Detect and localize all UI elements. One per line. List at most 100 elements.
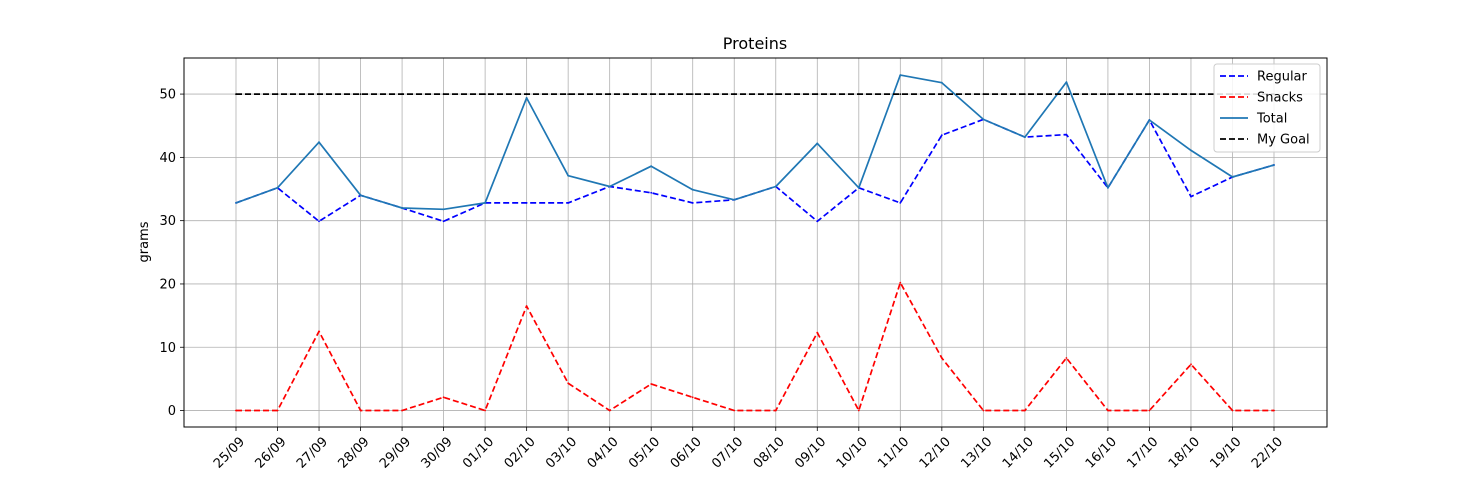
data-point (359, 93, 362, 95)
data-point (982, 93, 985, 95)
data-point (608, 185, 611, 188)
data-point (691, 396, 694, 399)
data-point (235, 409, 237, 412)
y-tick-label: 0 (168, 404, 176, 419)
legend: Regular Snacks Total My Goal (1213, 63, 1321, 153)
data-point (401, 207, 403, 209)
legend-item: Snacks (1220, 91, 1303, 106)
data-point (608, 409, 611, 412)
data-point (525, 93, 528, 95)
data-point (401, 93, 403, 95)
legend-label: Total (1256, 112, 1287, 127)
data-point (816, 220, 819, 223)
data-point (608, 93, 611, 95)
data-point (567, 174, 570, 177)
data-point (1107, 409, 1109, 412)
data-point (899, 281, 902, 284)
data-point (1148, 409, 1151, 412)
data-point (774, 93, 777, 95)
data-point (899, 74, 902, 76)
data-point (940, 93, 943, 95)
data-point (1273, 409, 1275, 412)
y-tick-label: 50 (159, 88, 176, 103)
data-point (276, 93, 279, 95)
data-point (484, 202, 486, 204)
data-point (899, 93, 902, 95)
data-point (1024, 93, 1026, 95)
data-point (1107, 186, 1109, 189)
data-point (857, 93, 860, 95)
legend-label: My Goal (1257, 133, 1310, 148)
data-point (816, 93, 819, 95)
data-point (857, 186, 860, 189)
legend-item: My Goal (1220, 133, 1310, 148)
data-point (276, 186, 279, 189)
data-point (1024, 409, 1026, 412)
data-point (691, 93, 694, 95)
y-tick-label: 40 (159, 151, 176, 166)
series-total (235, 74, 1275, 211)
data-point (442, 208, 445, 211)
data-point (1024, 136, 1026, 139)
data-point (401, 409, 403, 412)
series-line (236, 281, 1274, 412)
data-point (1273, 164, 1275, 166)
data-point (1190, 195, 1192, 198)
data-point (1231, 409, 1234, 412)
data-point (442, 220, 445, 223)
data-point (650, 191, 653, 194)
data-point (235, 202, 237, 204)
data-point (1148, 93, 1151, 95)
data-point (1065, 357, 1068, 359)
data-point (816, 142, 819, 145)
data-point (857, 409, 860, 412)
data-point (1190, 93, 1192, 95)
data-point (733, 198, 736, 201)
data-point (940, 81, 943, 84)
chart-title: Proteins (723, 34, 787, 53)
legend-item: Regular (1220, 70, 1308, 85)
data-point (816, 331, 819, 334)
data-point (442, 93, 445, 95)
data-point (1065, 81, 1068, 83)
data-point (442, 396, 445, 399)
data-point (318, 330, 320, 333)
y-tick-label: 20 (159, 277, 176, 292)
data-point (774, 185, 777, 188)
y-axis: 0 10 20 30 40 50 (159, 88, 184, 419)
data-point (567, 202, 570, 204)
data-point (1190, 363, 1192, 366)
data-point (1148, 119, 1151, 121)
legend-label: Snacks (1257, 91, 1303, 106)
data-point (650, 383, 653, 385)
data-point (318, 220, 320, 223)
y-tick-label: 30 (159, 214, 176, 229)
data-point (982, 118, 985, 121)
series-line (235, 74, 1275, 211)
legend-item: Total (1220, 112, 1287, 127)
data-point (774, 409, 777, 412)
data-point (1065, 93, 1068, 95)
data-point (899, 202, 902, 204)
data-point (567, 93, 570, 95)
series-lines (235, 74, 1275, 412)
series-snacks (235, 281, 1275, 412)
data-point (484, 93, 486, 95)
data-point (691, 202, 694, 204)
data-point (525, 97, 528, 99)
data-point (650, 165, 653, 168)
y-axis-label: grams (137, 221, 152, 262)
data-point (940, 357, 943, 359)
data-point (1107, 93, 1109, 95)
data-point (650, 93, 653, 95)
data-point (359, 194, 362, 197)
data-point (1231, 176, 1234, 178)
data-point (940, 134, 943, 137)
data-point (733, 93, 736, 95)
data-point (318, 93, 320, 95)
data-point (525, 305, 528, 307)
plot-frame (183, 57, 1328, 428)
data-point (982, 409, 985, 412)
